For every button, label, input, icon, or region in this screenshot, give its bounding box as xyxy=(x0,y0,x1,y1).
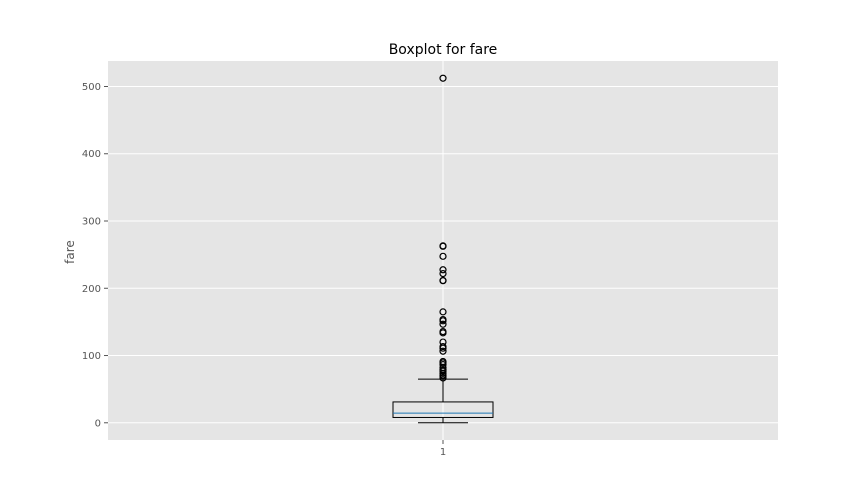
outlier-point xyxy=(439,270,447,278)
x-axis-ticks: 1 xyxy=(440,440,446,458)
y-tick-label: 500 xyxy=(82,82,101,93)
outlier-point xyxy=(439,315,447,324)
y-tick-label: 200 xyxy=(82,284,101,295)
iqr-box xyxy=(392,401,494,418)
outlier-point xyxy=(439,366,447,374)
outlier-point xyxy=(439,266,447,274)
y-tick-label: 400 xyxy=(82,149,101,160)
chart-title: Boxplot for fare xyxy=(389,42,498,58)
outlier-point xyxy=(439,276,447,285)
y-tick-label: 100 xyxy=(82,351,101,362)
outlier-point xyxy=(439,327,447,336)
outlier-point xyxy=(439,242,447,250)
outlier-point xyxy=(439,252,447,260)
outlier-point xyxy=(439,347,447,355)
y-tick-label: 300 xyxy=(82,217,101,228)
outlier-point xyxy=(439,74,447,82)
outlier-point xyxy=(439,342,447,351)
y-tick-label: 0 xyxy=(95,418,101,429)
y-axis-ticks: 0 100 200 300 400 500 xyxy=(82,82,108,429)
y-axis-label: fare xyxy=(63,240,77,264)
outlier-point xyxy=(439,357,447,366)
outlier-point xyxy=(439,338,447,346)
outlier-point xyxy=(439,320,447,328)
x-tick-label: 1 xyxy=(440,447,446,458)
outlier-point xyxy=(439,308,447,316)
outlier-points xyxy=(439,74,447,382)
